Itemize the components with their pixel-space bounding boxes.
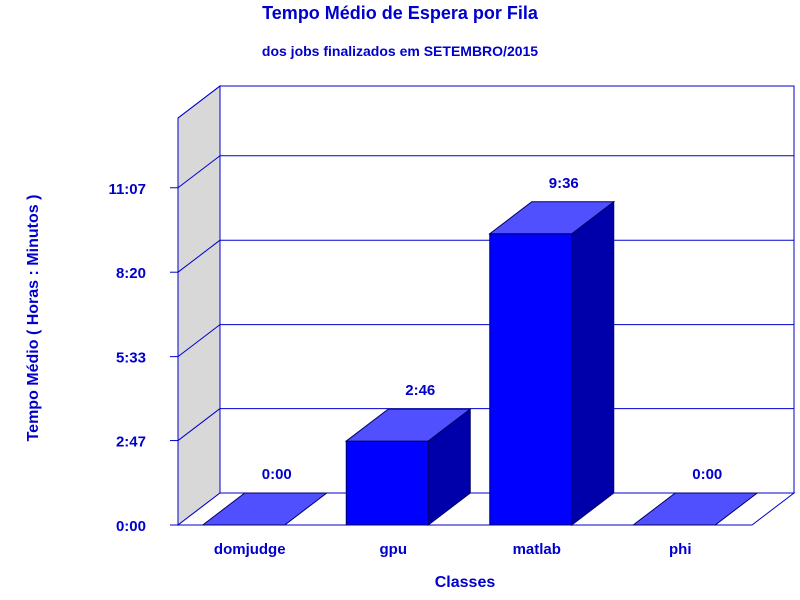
data-labels: 0:00 2:46 9:36 0:00 xyxy=(262,175,723,483)
data-label: 9:36 xyxy=(549,175,579,192)
y-tick-label: 8:20 xyxy=(116,265,146,282)
y-axis-label: Tempo Médio ( Horas : Minutos ) xyxy=(25,195,42,442)
bar-front xyxy=(345,440,429,526)
bar-front xyxy=(489,233,573,526)
y-tick-label: 11:07 xyxy=(108,181,146,198)
side-wall xyxy=(177,84,221,527)
data-label: 0:00 xyxy=(262,466,292,483)
y-tick-label: 5:33 xyxy=(116,350,146,367)
bar-top xyxy=(488,201,616,235)
y-axis-ticks: 0:00 2:47 5:33 8:20 11:07 xyxy=(108,118,179,535)
grid-line-side xyxy=(177,408,221,441)
bars xyxy=(201,200,759,527)
bar-top xyxy=(344,408,472,442)
bar-top xyxy=(201,492,329,526)
chart-walls xyxy=(176,84,796,527)
x-tick-label: matlab xyxy=(513,541,561,558)
x-tick-label: phi xyxy=(669,541,692,558)
grid-line-side xyxy=(177,324,221,358)
bar-matlab xyxy=(488,200,616,527)
x-tick-label: domjudge xyxy=(214,541,286,558)
y-tick-label: 2:47 xyxy=(116,434,146,451)
bar-top xyxy=(631,492,759,526)
data-label: 2:46 xyxy=(405,382,435,399)
x-tick-label: gpu xyxy=(380,541,408,558)
bar-side xyxy=(571,200,615,527)
x-axis-tick-labels: domjudge gpu matlab phi xyxy=(214,541,692,558)
x-axis-label: Classes xyxy=(435,574,496,591)
grid-line-side xyxy=(177,239,221,273)
chart-subtitle: dos jobs finalizados em SETEMBRO/2015 xyxy=(262,43,538,59)
bar-domjudge xyxy=(201,492,329,526)
bar-gpu xyxy=(344,408,472,527)
grid-line-side xyxy=(177,155,221,189)
y-tick-label: 0:00 xyxy=(116,518,146,535)
bar-phi xyxy=(631,492,759,526)
chart-title: Tempo Médio de Espera por Fila xyxy=(262,3,539,23)
data-label: 0:00 xyxy=(692,466,722,483)
grid-line-side xyxy=(177,85,221,119)
